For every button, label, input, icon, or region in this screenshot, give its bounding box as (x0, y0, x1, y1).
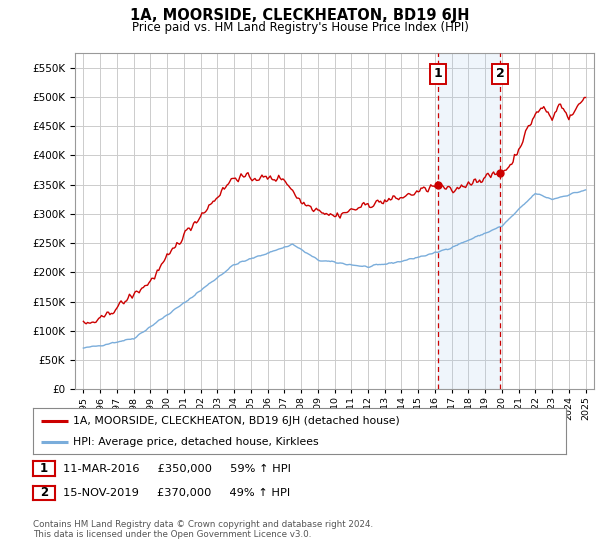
Text: 1A, MOORSIDE, CLECKHEATON, BD19 6JH (detached house): 1A, MOORSIDE, CLECKHEATON, BD19 6JH (det… (73, 416, 400, 426)
Text: 2: 2 (40, 486, 48, 500)
Text: 11-MAR-2016     £350,000     59% ↑ HPI: 11-MAR-2016 £350,000 59% ↑ HPI (63, 464, 291, 474)
Bar (438, 53, 500, 389)
Text: 1: 1 (40, 462, 48, 475)
Text: HPI: Average price, detached house, Kirklees: HPI: Average price, detached house, Kirk… (73, 437, 319, 447)
Text: 15-NOV-2019     £370,000     49% ↑ HPI: 15-NOV-2019 £370,000 49% ↑ HPI (63, 488, 290, 498)
Text: 1A, MOORSIDE, CLECKHEATON, BD19 6JH: 1A, MOORSIDE, CLECKHEATON, BD19 6JH (130, 8, 470, 24)
Text: Price paid vs. HM Land Registry's House Price Index (HPI): Price paid vs. HM Land Registry's House … (131, 21, 469, 34)
Text: Contains HM Land Registry data © Crown copyright and database right 2024.
This d: Contains HM Land Registry data © Crown c… (33, 520, 373, 539)
Text: 1: 1 (434, 67, 443, 80)
Text: 2: 2 (496, 67, 504, 80)
